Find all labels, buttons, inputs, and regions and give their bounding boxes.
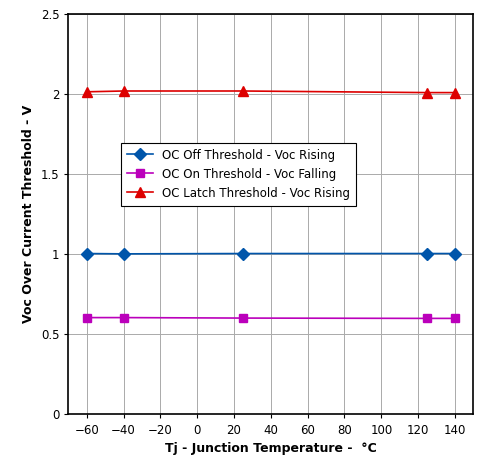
- OC Latch Threshold - Voc Rising: [425, 90, 430, 96]
- OC Latch Threshold - Voc Rising: [240, 88, 246, 94]
- OC Off Threshold - Voc Rising: [240, 251, 246, 256]
- OC Off Threshold - Voc Rising: [425, 251, 430, 256]
- OC On Threshold - Voc Falling: [84, 315, 90, 320]
- X-axis label: Tj - Junction Temperature -  °C: Tj - Junction Temperature - °C: [165, 442, 377, 455]
- OC Latch Threshold - Voc Rising: [452, 90, 458, 96]
- OC Off Threshold - Voc Rising: [121, 251, 126, 257]
- OC Off Threshold - Voc Rising: [84, 251, 90, 256]
- Legend: OC Off Threshold - Voc Rising, OC On Threshold - Voc Falling, OC Latch Threshold: OC Off Threshold - Voc Rising, OC On Thr…: [121, 143, 356, 205]
- OC Off Threshold - Voc Rising: [452, 251, 458, 256]
- OC On Threshold - Voc Falling: [121, 315, 126, 320]
- OC Latch Threshold - Voc Rising: [121, 88, 126, 94]
- Line: OC Off Threshold - Voc Rising: OC Off Threshold - Voc Rising: [82, 249, 459, 258]
- Y-axis label: Voc Over Current Threshold - V: Voc Over Current Threshold - V: [22, 105, 35, 324]
- OC On Threshold - Voc Falling: [452, 316, 458, 321]
- OC On Threshold - Voc Falling: [240, 315, 246, 321]
- OC On Threshold - Voc Falling: [425, 316, 430, 321]
- Line: OC Latch Threshold - Voc Rising: OC Latch Threshold - Voc Rising: [82, 86, 460, 97]
- OC Latch Threshold - Voc Rising: [84, 89, 90, 95]
- Line: OC On Threshold - Voc Falling: OC On Threshold - Voc Falling: [82, 313, 459, 323]
